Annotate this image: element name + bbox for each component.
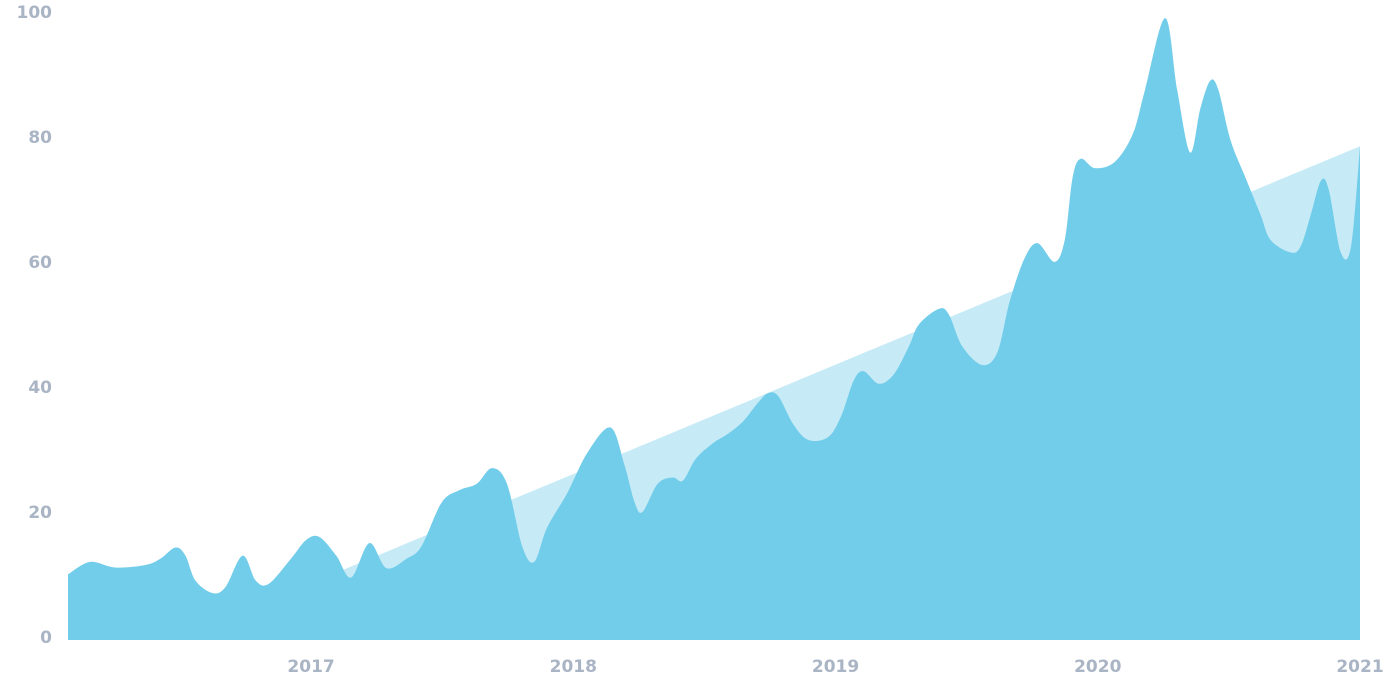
area	[68, 18, 1360, 640]
y-tick-label: 60	[28, 253, 52, 273]
y-tick-label: 40	[28, 378, 52, 398]
x-tick-label: 2019	[812, 657, 859, 677]
x-tick-label: 2017	[287, 657, 334, 677]
x-tick-label: 2021	[1336, 657, 1383, 677]
y-tick-label: 20	[28, 503, 52, 523]
y-tick-label: 80	[28, 128, 52, 148]
x-tick-label: 2020	[1074, 657, 1121, 677]
x-tick-label: 2018	[550, 657, 597, 677]
y-tick-label: 100	[17, 3, 53, 23]
y-tick-label: 0	[40, 628, 52, 648]
